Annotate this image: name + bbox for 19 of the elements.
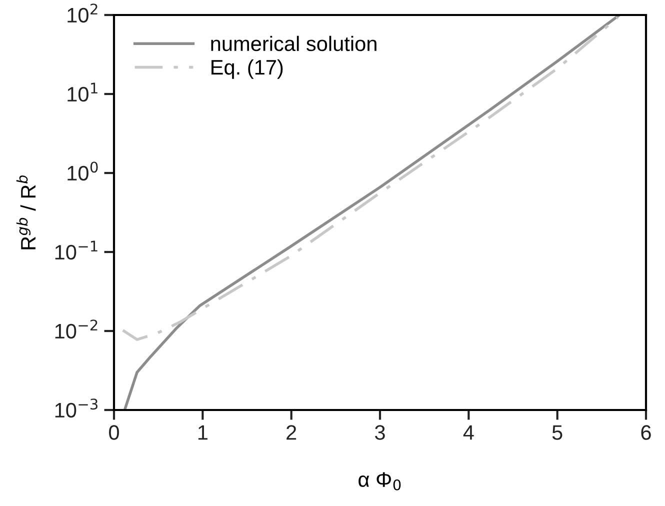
line-series: [123, 15, 621, 410]
x-tick-label: 4: [463, 425, 474, 440]
y-tick-label: 10$^{−2}$: [55, 320, 98, 339]
line-series: [121, 16, 620, 341]
x-tick-label: 6: [641, 425, 651, 440]
x-axis-title: α Φ$_{0}$: [358, 472, 401, 490]
x-tick-label: 0: [109, 425, 119, 440]
x-tick-label: 2: [286, 425, 296, 440]
x-tick-label: 3: [375, 425, 385, 440]
x-tick-label: 5: [552, 425, 562, 440]
y-tick-label: 10$^{−3}$: [55, 398, 98, 418]
y-tick-label: 10$^{2}$: [68, 4, 98, 23]
y-tick-label: 10$^{−1}$: [55, 240, 98, 260]
x-tick-label: 1: [198, 425, 208, 440]
y-tick-label: 10$^{1}$: [68, 82, 98, 102]
legend-label: Eq. (17): [212, 59, 283, 79]
y-tick-label: 10$^{0}$: [68, 162, 98, 181]
legend-label: numerical solution: [211, 36, 376, 52]
y-axis-title: R$^{gb}$ / R$^{b}$: [16, 175, 36, 250]
